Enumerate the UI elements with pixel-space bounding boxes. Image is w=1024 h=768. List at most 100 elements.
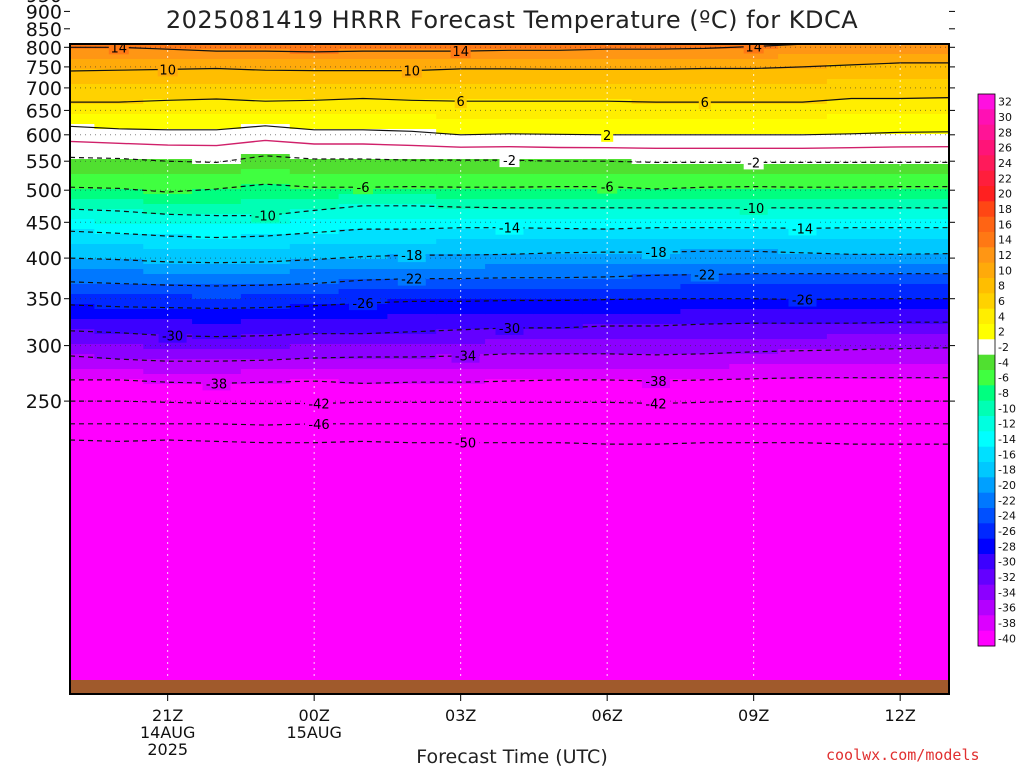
temperature-cell [729,359,779,365]
temperature-cell [582,494,633,500]
temperature-cell [387,169,437,175]
temperature-cell [94,609,144,615]
temperature-cell [94,574,144,580]
temperature-cell [240,319,291,325]
isotherm-label: -6 [601,181,614,196]
temperature-cell [338,399,388,405]
temperature-cell [582,369,633,375]
temperature-cell [826,229,877,235]
temperature-cell [192,209,242,215]
temperature-cell [582,249,633,255]
temperature-cell [680,359,730,365]
temperature-cell [485,184,535,190]
temperature-cell [70,59,95,65]
temperature-cell [729,364,779,370]
temperature-cell [631,84,681,90]
temperature-cell [729,664,779,670]
temperature-cell [192,304,242,310]
temperature-cell [631,574,681,580]
temperature-cell [387,614,437,620]
temperature-cell [924,239,949,245]
temperature-cell [778,279,828,285]
temperature-cell [338,49,388,55]
temperature-cell [826,449,877,455]
colorbar-swatch [978,584,995,601]
temperature-cell [680,649,730,655]
temperature-cell [680,609,730,615]
temperature-cell [192,84,242,90]
temperature-cell [289,149,340,155]
isotherm-label: -30 [499,322,520,337]
temperature-cell [533,169,584,175]
temperature-cell [387,474,437,480]
temperature-cell [94,239,144,245]
temperature-cell [533,314,584,320]
temperature-cell [387,59,437,65]
temperature-cell [338,309,388,315]
temperature-cell [143,184,193,190]
temperature-cell [143,269,193,275]
temperature-cell [338,644,388,650]
temperature-cell [70,249,95,255]
temperature-cell [485,269,535,275]
temperature-cell [631,459,681,465]
temperature-cell [240,504,291,510]
colorbar-label: -38 [998,617,1016,630]
temperature-cell [826,69,877,75]
temperature-cell [533,324,584,330]
temperature-cell [143,599,193,605]
temperature-cell [875,304,926,310]
temperature-cell [485,579,535,585]
temperature-cell [582,364,633,370]
temperature-cell [240,184,291,190]
temperature-cell [485,414,535,420]
temperature-cell [192,234,242,240]
temperature-cell [338,609,388,615]
temperature-cell [778,354,828,360]
temperature-cell [778,44,828,50]
temperature-cell [875,119,926,125]
temperature-cell [240,479,291,485]
temperature-cell [533,84,584,90]
temperature-cell [387,114,437,120]
temperature-cell [826,429,877,435]
colorbar-swatch [978,94,995,110]
temperature-cell [70,634,95,640]
temperature-cell [729,214,779,220]
temperature-cell [192,404,242,410]
temperature-cell [240,264,291,270]
temperature-cell [631,369,681,375]
temperature-cell [240,114,291,120]
temperature-cell [94,174,144,180]
temperature-cell [143,544,193,550]
temperature-cell [94,124,144,130]
temperature-cell [289,94,340,100]
temperature-cell [70,159,95,165]
temperature-cell [94,159,144,165]
temperature-cell [485,284,535,290]
temperature-cell [143,179,193,185]
temperature-cell [70,319,95,325]
temperature-cell [192,434,242,440]
colorbar-swatch [978,308,995,325]
temperature-cell [875,284,926,290]
temperature-cell [875,69,926,75]
temperature-cell [485,214,535,220]
temperature-cell [94,379,144,385]
temperature-cell [924,609,949,615]
temperature-cell [240,374,291,380]
temperature-cell [289,514,340,520]
temperature-cell [338,389,388,395]
temperature-cell [70,149,95,155]
temperature-cell [582,159,633,165]
temperature-cell [338,674,388,680]
temperature-cell [778,474,828,480]
temperature-cell [240,569,291,575]
temperature-cell [289,249,340,255]
temperature-cell [875,334,926,340]
temperature-cell [70,514,95,520]
temperature-cell [729,634,779,640]
temperature-cell [192,214,242,220]
temperature-cell [533,604,584,610]
temperature-cell [70,599,95,605]
